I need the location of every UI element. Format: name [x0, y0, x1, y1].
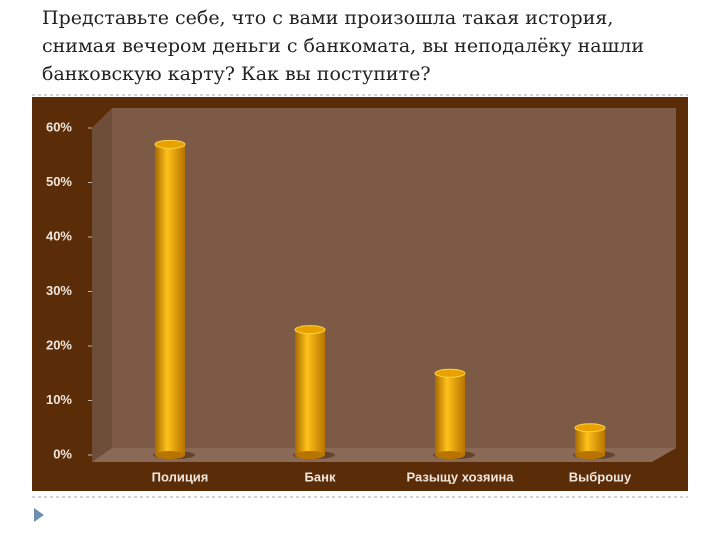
- y-tick-label: 40%: [46, 228, 72, 243]
- y-tick-label: 30%: [46, 283, 72, 298]
- x-tick-label: Полиция: [152, 469, 209, 484]
- x-tick-label: Разыщу хозяина: [406, 469, 514, 484]
- y-tick-label: 20%: [46, 337, 72, 352]
- bar-cap: [294, 325, 326, 335]
- y-tick-label: 50%: [46, 174, 72, 189]
- bar: [435, 373, 465, 455]
- bar-cap: [154, 139, 186, 149]
- bar: [575, 427, 605, 455]
- bar-cap: [574, 423, 606, 433]
- x-tick-label: Банк: [305, 469, 336, 484]
- y-tick-label: 10%: [46, 392, 72, 407]
- back-wall: [92, 108, 676, 462]
- bar-base: [575, 451, 605, 459]
- bar: [155, 144, 185, 455]
- side-wall: [92, 108, 112, 462]
- bar-base: [295, 451, 325, 459]
- slide-title: Представьте себе, что с вами произошла т…: [42, 7, 645, 85]
- x-tick-label: Выброшу: [569, 469, 632, 484]
- bar: [295, 329, 325, 455]
- bar-cap: [434, 368, 466, 378]
- y-tick-label: 0%: [53, 446, 72, 461]
- floor: [92, 448, 676, 462]
- y-tick-label: 60%: [46, 119, 72, 134]
- bullet-arrow: [34, 508, 44, 522]
- bar-base: [155, 451, 185, 459]
- bar-base: [435, 451, 465, 459]
